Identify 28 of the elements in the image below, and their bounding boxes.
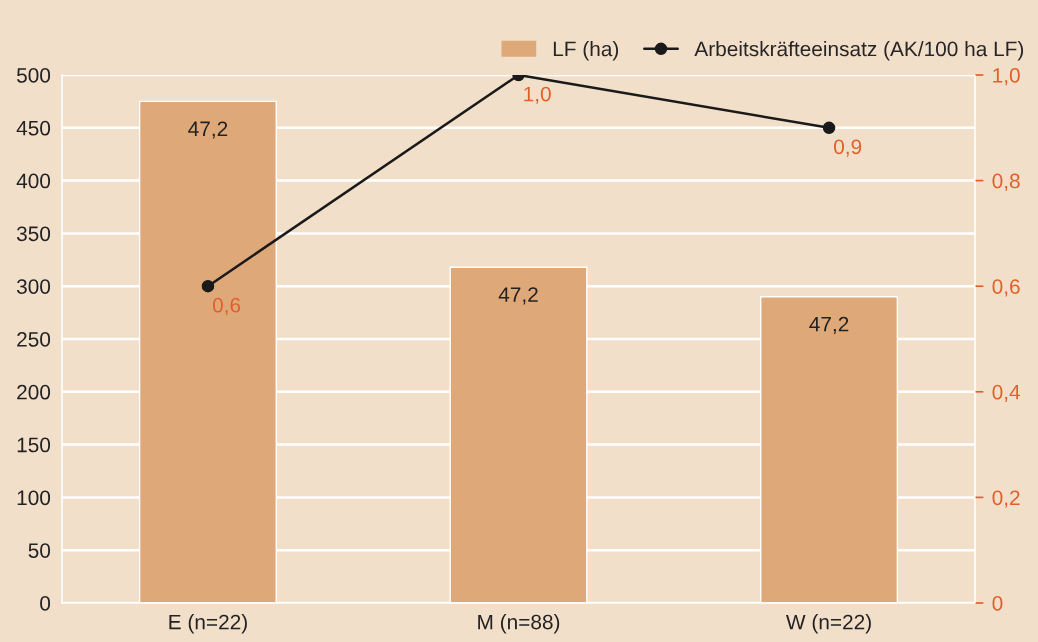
data-label: 1,0 bbox=[524, 86, 551, 104]
y-tick-label: 400 bbox=[16, 173, 51, 189]
y2-tick-label: 0,6 bbox=[992, 279, 1020, 297]
y-tick-label: 250 bbox=[17, 332, 51, 347]
data-label: 0,9 bbox=[834, 139, 862, 157]
legend-label: LF (ha) bbox=[553, 41, 619, 61]
x-tick-label: E (n=22) bbox=[169, 614, 247, 634]
legend-label: Arbeitskräfteeinsatz (AK/100 ha LF) bbox=[694, 41, 1024, 61]
y2-tick-label: 0 bbox=[992, 596, 1003, 611]
y2-tick-label: 0,8 bbox=[992, 173, 1020, 191]
y-tick-label: 150 bbox=[17, 437, 51, 453]
y-tick-label: 50 bbox=[28, 543, 51, 558]
y2-tick-label: 0,4 bbox=[992, 384, 1021, 403]
y2-tick-label: 0,2 bbox=[992, 490, 1020, 508]
y-tick-label: 300 bbox=[16, 279, 51, 294]
y-tick-label: 200 bbox=[17, 384, 51, 400]
x-tick-label: M (n=88) bbox=[478, 614, 560, 634]
y-tick-label: 450 bbox=[16, 120, 51, 136]
annotation: 47,2 bbox=[498, 287, 538, 305]
y-tick-label: 350 bbox=[16, 226, 51, 242]
annotation: 47,2 bbox=[188, 121, 228, 139]
y-tick-label: 100 bbox=[17, 490, 51, 506]
y2-tick-label: 1,0 bbox=[993, 68, 1020, 86]
y-tick-label: 500 bbox=[16, 68, 51, 83]
y-tick-label: 0 bbox=[40, 596, 51, 611]
annotation: 47,2 bbox=[809, 316, 849, 334]
x-tick-label: W (n=22) bbox=[786, 614, 871, 634]
data-label: 0,6 bbox=[212, 297, 241, 316]
